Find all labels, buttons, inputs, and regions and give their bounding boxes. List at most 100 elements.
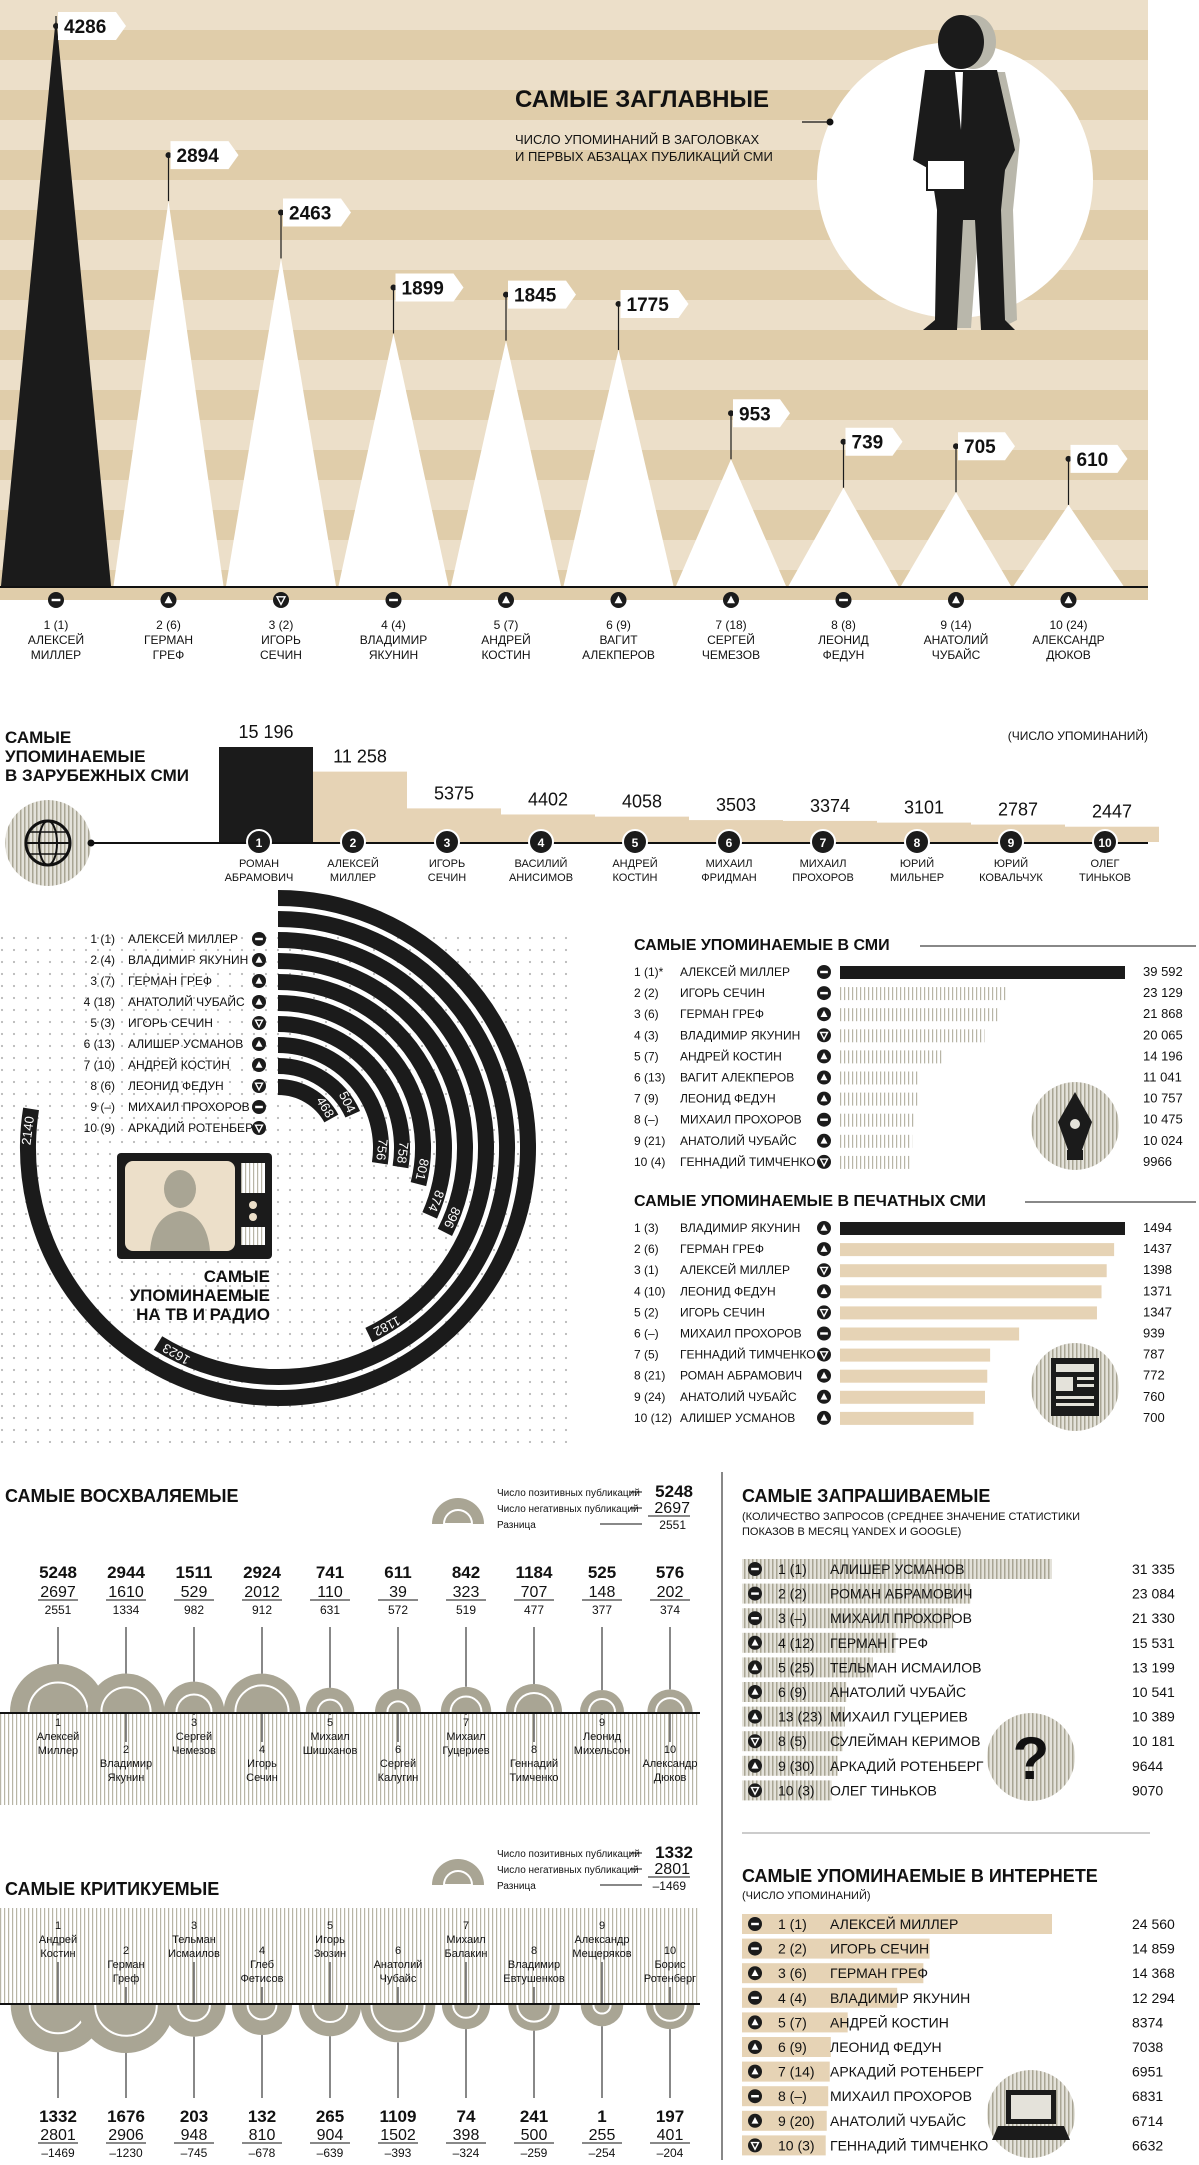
- first-name: МИХАИЛ: [800, 858, 847, 870]
- last-name: ПРОХОРОВ: [792, 872, 854, 884]
- first-name: АНДРЕЙ: [612, 857, 657, 870]
- down-icon: [273, 592, 289, 608]
- value-bar: [840, 1306, 1097, 1320]
- value-label: 23 084: [1132, 1586, 1175, 1602]
- positive-count: 611: [384, 1563, 411, 1582]
- minus-icon: [252, 1100, 266, 1114]
- rank-label: 10 (3): [778, 1782, 815, 1798]
- first-name: ЮРИЙ: [994, 857, 1028, 870]
- rank-number: 1: [55, 1717, 61, 1729]
- negative-count: 401: [657, 2127, 684, 2144]
- positive-count: 203: [180, 2107, 208, 2126]
- difference: –393: [385, 2146, 412, 2160]
- tv-arc: [277, 1058, 361, 1118]
- difference: 912: [252, 1603, 272, 1617]
- value-bar: [742, 1657, 873, 1678]
- value-label: 6951: [1132, 2064, 1163, 2080]
- last-name: Чубайс: [380, 1973, 417, 1985]
- first-name: Геннадий: [510, 1758, 558, 1770]
- up-icon: [817, 1389, 831, 1404]
- tv-value: 801: [413, 1157, 432, 1181]
- tv-arc: [20, 890, 536, 1406]
- value-bar: [742, 1608, 954, 1629]
- down-icon: [252, 1016, 266, 1030]
- person-name: ГЕРМАН ГРЕФ: [830, 1635, 928, 1651]
- last-name: ТИНЬКОВ: [1079, 872, 1131, 884]
- positive-count: 842: [452, 1563, 480, 1582]
- minus-icon: [748, 1611, 762, 1626]
- down-icon: [252, 1121, 266, 1135]
- rank-label: 10 (12): [634, 1411, 672, 1425]
- minus-icon: [748, 1941, 762, 1956]
- down-icon: [817, 1347, 831, 1362]
- rank-label: 4 (3): [634, 1028, 659, 1042]
- first-name: Михаил: [310, 1731, 349, 1743]
- last-name: ДЮКОВ: [1046, 648, 1090, 662]
- person-name: АЛЕКСЕЙ МИЛЛЕР: [830, 1915, 958, 1932]
- value-bar: [840, 1222, 1125, 1235]
- rank-label: 8 (21): [634, 1369, 665, 1383]
- value-bar: [840, 1029, 985, 1043]
- negative-count: 529: [181, 1584, 208, 1601]
- rank-label: 1 (3): [634, 1221, 659, 1235]
- legend-diff: –1469: [653, 1879, 687, 1893]
- person-name: ГЕННАДИЙ ТИМЧЕНКО: [830, 2136, 988, 2153]
- difference: 377: [592, 1603, 612, 1617]
- rank-label: 7 (10): [84, 1058, 115, 1072]
- tv-title-1: САМЫЕ: [204, 1267, 270, 1286]
- first-name: ИГОРЬ: [429, 858, 465, 870]
- value-bar: [840, 1008, 998, 1022]
- foreign-value: 3374: [810, 796, 850, 816]
- up-icon: [817, 1410, 831, 1425]
- foreign-bar: [313, 771, 407, 842]
- value-label: 14 196: [1143, 1048, 1183, 1063]
- last-name: АЛЕКПЕРОВ: [582, 648, 655, 662]
- person-name: АНАТОЛИЙ ЧУБАЙС: [680, 1133, 797, 1148]
- rank-label: 2 (2): [778, 1586, 807, 1602]
- rank-label: 9 (14): [940, 618, 971, 632]
- tv-value: 2140: [18, 1115, 37, 1146]
- last-name: ЧЕМЕЗОВ: [702, 648, 760, 662]
- person-name: АНАТОЛИЙ ЧУБАЙС: [128, 994, 245, 1009]
- first-name: ЛЕОНИД: [818, 633, 869, 647]
- first-name: Александр: [574, 1934, 629, 1946]
- value-label: 20 065: [1143, 1027, 1183, 1042]
- peak-4: [338, 333, 449, 586]
- value-bar: [742, 2110, 827, 2131]
- value-flag: [58, 12, 126, 40]
- up-icon: [817, 1091, 831, 1106]
- rank-label: 10 (4): [634, 1155, 665, 1169]
- first-name: Леонид: [583, 1731, 622, 1743]
- last-name: Фетисов: [241, 1973, 284, 1985]
- minus-icon: [748, 1586, 762, 1601]
- down-icon: [817, 1263, 831, 1278]
- legend-neg-label: Число негативных публикаций: [497, 1864, 639, 1876]
- down-icon: [748, 1734, 762, 1749]
- up-icon: [252, 953, 266, 967]
- value-label: 10 757: [1143, 1091, 1183, 1106]
- last-name: Сечин: [246, 1772, 278, 1784]
- first-name: Глеб: [250, 1959, 274, 1971]
- value-bar: [742, 1632, 896, 1653]
- down-icon: [748, 2138, 762, 2153]
- value-label: 13 199: [1132, 1659, 1175, 1675]
- last-name: Гуцериев: [442, 1745, 489, 1757]
- up-icon: [252, 974, 266, 988]
- negative-count: 810: [249, 2127, 276, 2144]
- peak-7: [676, 459, 786, 586]
- minus-icon: [817, 1112, 831, 1127]
- tv-arc: [277, 1079, 339, 1123]
- rank-label: 7 (5): [634, 1348, 659, 1362]
- positive-count: 74: [457, 2107, 476, 2126]
- last-name: Дюков: [654, 1772, 687, 1784]
- person-name: ИГОРЬ СЕЧИН: [830, 1941, 929, 1957]
- legend-diff-label: Разница: [497, 1881, 536, 1892]
- tv-arc: [277, 953, 473, 1236]
- peak-value: 1775: [627, 295, 670, 316]
- negative-count: 2012: [244, 1584, 280, 1601]
- down-icon: [817, 1028, 831, 1043]
- value-bar: [840, 1243, 1115, 1257]
- rank-label: 5 (7): [494, 618, 519, 632]
- down-icon: [748, 1783, 762, 1798]
- difference: –204: [657, 2146, 684, 2160]
